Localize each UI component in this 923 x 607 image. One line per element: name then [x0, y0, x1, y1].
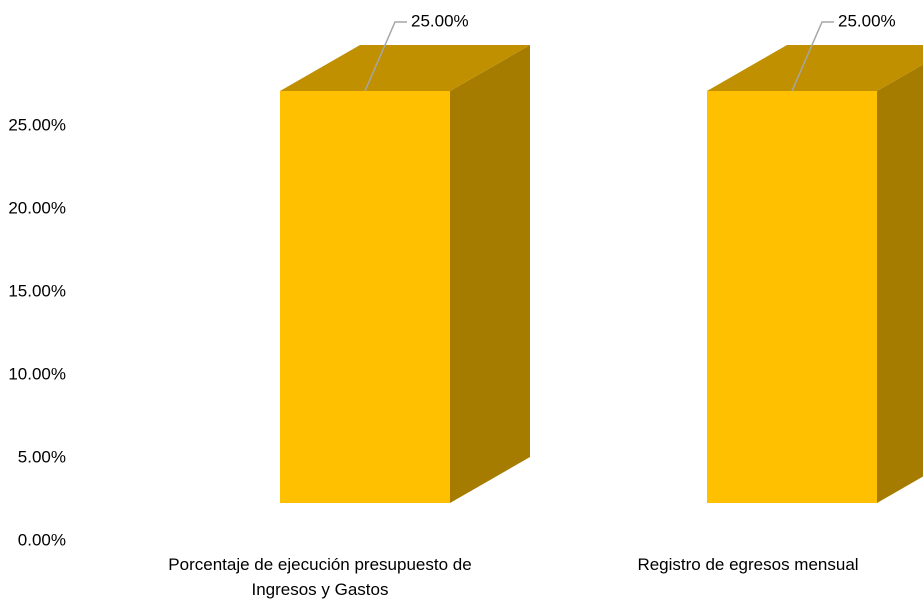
bar-side-face: [877, 64, 923, 503]
bar-front-face: [280, 91, 450, 503]
bar-front-face: [707, 91, 877, 503]
data-label-leader-line: [791, 21, 834, 92]
data-label: 25.00%: [411, 11, 469, 30]
y-tick-label: 5.00%: [18, 447, 66, 466]
category-label-line: Porcentaje de ejecución presupuesto de: [168, 555, 471, 574]
y-tick-label: 25.00%: [8, 115, 66, 134]
bar-side-face: [450, 45, 530, 503]
y-tick-label: 20.00%: [8, 198, 66, 217]
category-label: Porcentaje de ejecución presupuesto de In…: [168, 555, 471, 599]
data-label: 25.00%: [838, 11, 896, 30]
bars: 25.00% 25.00%: [280, 11, 923, 503]
y-axis: 0.00% 5.00% 10.00% 15.00% 20.00% 25.00%: [8, 115, 66, 549]
bar: 25.00%: [707, 11, 923, 503]
y-tick-label: 15.00%: [8, 281, 66, 300]
y-tick-label: 0.00%: [18, 530, 66, 549]
x-axis: Porcentaje de ejecución presupuesto de In…: [168, 555, 858, 599]
y-tick-label: 10.00%: [8, 364, 66, 383]
category-label: Registro de egresos mensual: [637, 555, 858, 574]
bar-top-face: [707, 45, 923, 91]
category-label-line: Registro de egresos mensual: [637, 555, 858, 574]
bar-top-face: [280, 45, 530, 91]
bar: 25.00%: [280, 11, 530, 503]
data-label-leader-line: [364, 21, 407, 92]
category-label-line: Ingresos y Gastos: [251, 580, 388, 599]
